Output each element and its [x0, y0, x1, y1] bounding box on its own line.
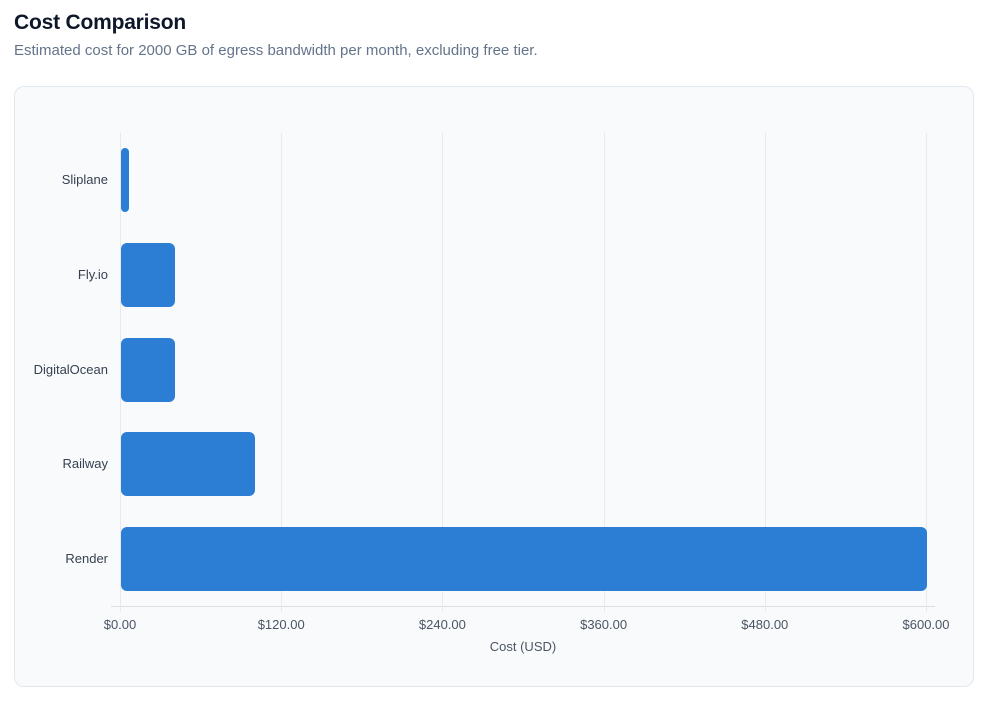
x-tick-label: $600.00: [902, 617, 950, 632]
x-tick-label: $480.00: [741, 617, 789, 632]
gridline: [926, 133, 927, 612]
bar-railway[interactable]: [121, 432, 256, 497]
x-tick-label: $120.00: [257, 617, 305, 632]
gridline: [281, 133, 283, 612]
x-axis-title: Cost (USD): [489, 639, 557, 654]
category-label: Sliplane: [61, 172, 108, 188]
category-label: Railway: [62, 456, 108, 472]
gridline: [442, 133, 444, 612]
chart-card: Cost (USD) $0.00 $120.00 $240.00 $360.00 $48…: [14, 86, 974, 687]
bar-sliplane[interactable]: [121, 148, 130, 213]
category-label: DigitalOcean: [33, 361, 108, 377]
bar-chart-plot-area: Cost (USD) $0.00 $120.00 $240.00 $360.00 $48…: [34, 133, 950, 654]
gridline: [120, 133, 121, 612]
x-axis-line: [111, 606, 935, 607]
page-title: Cost Comparison: [14, 11, 187, 34]
gridline: [764, 133, 766, 612]
gridline: [603, 133, 605, 612]
x-tick-label: $240.00: [418, 617, 466, 632]
page-header: Cost Comparison Estimated cost for 2000 …: [0, 0, 988, 59]
bar-digitalocean[interactable]: [121, 337, 175, 402]
x-tick-label: $360.00: [580, 617, 628, 632]
category-label: Render: [65, 550, 108, 566]
bar-fly-io[interactable]: [121, 242, 175, 307]
page-subtitle: Estimated cost for 2000 GB of egress ban…: [14, 42, 538, 59]
bar-render[interactable]: [121, 526, 927, 591]
x-tick-label: $0.00: [103, 617, 137, 632]
category-label: Fly.io: [77, 266, 108, 282]
